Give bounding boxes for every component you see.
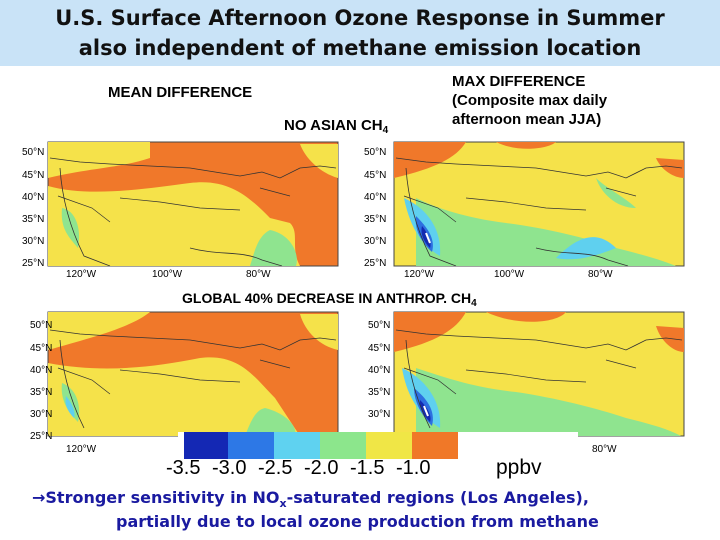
colorbar-value: -2.0 xyxy=(304,457,339,479)
lat-tick: 50°N xyxy=(364,147,387,158)
map-no-asian-ch4-max xyxy=(393,141,685,267)
lat-tick: 25°N xyxy=(22,258,45,269)
conclusion-subscript: x xyxy=(279,497,287,510)
global-decrease-label: GLOBAL 40% DECREASE IN ANTHROP. CH4 xyxy=(182,290,477,309)
lat-tick: 25°N xyxy=(30,431,53,442)
lat-tick: 25°N xyxy=(364,258,387,269)
colorbar-value: -1.0 xyxy=(396,457,431,479)
lat-tick: 50°N xyxy=(22,147,45,158)
lat-tick: 30°N xyxy=(368,409,391,420)
colorbar: -3.5 -3.0 -2.5 -2.0 -1.5 -1.0 ppbv xyxy=(166,432,578,482)
lat-tick: 35°N xyxy=(364,214,387,225)
mean-difference-label: MEAN DIFFERENCE xyxy=(108,84,253,101)
colorbar-swatch xyxy=(366,432,412,459)
lat-tick: 35°N xyxy=(22,214,45,225)
lat-tick: 45°N xyxy=(368,343,391,354)
arrow-icon: → xyxy=(32,488,46,507)
lat-tick: 50°N xyxy=(368,320,391,331)
lat-tick: 50°N xyxy=(30,320,53,331)
lat-tick: 30°N xyxy=(30,409,53,420)
colorbar-swatch xyxy=(228,432,274,459)
conclusion-prefix: Stronger sensitivity in NO xyxy=(45,488,280,507)
lon-tick: 120°W xyxy=(404,269,435,280)
max-difference-line-2: (Composite max daily xyxy=(452,92,608,109)
no-asian-ch4-label: NO ASIAN CH4 xyxy=(284,117,388,136)
conclusion-suffix: -saturated regions (Los Angeles), xyxy=(286,488,589,507)
map-global-decrease-mean xyxy=(47,311,339,437)
lon-tick: 80°W xyxy=(246,269,271,280)
lon-tick: 80°W xyxy=(592,444,617,455)
colorbar-swatch xyxy=(412,432,458,459)
global-decrease-subscript: 4 xyxy=(471,298,477,309)
lat-tick: 45°N xyxy=(364,170,387,181)
max-difference-label: MAX DIFFERENCE (Composite max daily afte… xyxy=(452,72,607,129)
no-asian-text: NO ASIAN CH xyxy=(284,117,383,134)
colorbar-swatch xyxy=(320,432,366,459)
map-global-decrease-max xyxy=(393,311,685,437)
lat-tick: 45°N xyxy=(22,170,45,181)
lon-tick: 120°W xyxy=(66,269,97,280)
lat-tick: 40°N xyxy=(22,192,45,203)
colorbar-value: -1.5 xyxy=(350,457,385,479)
title-banner: U.S. Surface Afternoon Ozone Response in… xyxy=(0,0,720,66)
colorbar-swatch xyxy=(184,432,228,459)
colorbar-unit: ppbv xyxy=(496,456,542,479)
lat-tick: 35°N xyxy=(368,387,391,398)
colorbar-value: -2.5 xyxy=(258,457,293,479)
colorbar-value: -3.0 xyxy=(212,457,247,479)
lon-tick: 120°W xyxy=(66,444,97,455)
map-no-asian-ch4-mean xyxy=(47,141,339,267)
colorbar-value: -3.5 xyxy=(166,457,201,479)
lon-tick: 80°W xyxy=(588,269,613,280)
no-asian-subscript: 4 xyxy=(382,125,389,136)
slide-title-line-1: U.S. Surface Afternoon Ozone Response in… xyxy=(55,6,665,30)
lon-tick: 100°W xyxy=(152,269,183,280)
lon-tick: 100°W xyxy=(494,269,525,280)
slide-title-line-2: also independent of methane emission loc… xyxy=(78,36,642,60)
colorbar-swatch xyxy=(274,432,320,459)
lat-tick: 40°N xyxy=(364,192,387,203)
lat-tick: 45°N xyxy=(30,343,53,354)
lat-tick: 30°N xyxy=(22,236,45,247)
lat-tick: 35°N xyxy=(30,387,53,398)
conclusion-line-1: →Stronger sensitivity in NOx-saturated r… xyxy=(32,488,589,510)
conclusion-line-2: partially due to local ozone production … xyxy=(116,512,599,531)
max-difference-line-1: MAX DIFFERENCE xyxy=(452,73,586,90)
max-difference-line-3: afternoon mean JJA) xyxy=(452,111,602,128)
lat-tick: 40°N xyxy=(30,365,53,376)
lat-tick: 40°N xyxy=(368,365,391,376)
global-decrease-text: GLOBAL 40% DECREASE IN ANTHROP. CH xyxy=(182,290,472,306)
lat-tick: 30°N xyxy=(364,236,387,247)
